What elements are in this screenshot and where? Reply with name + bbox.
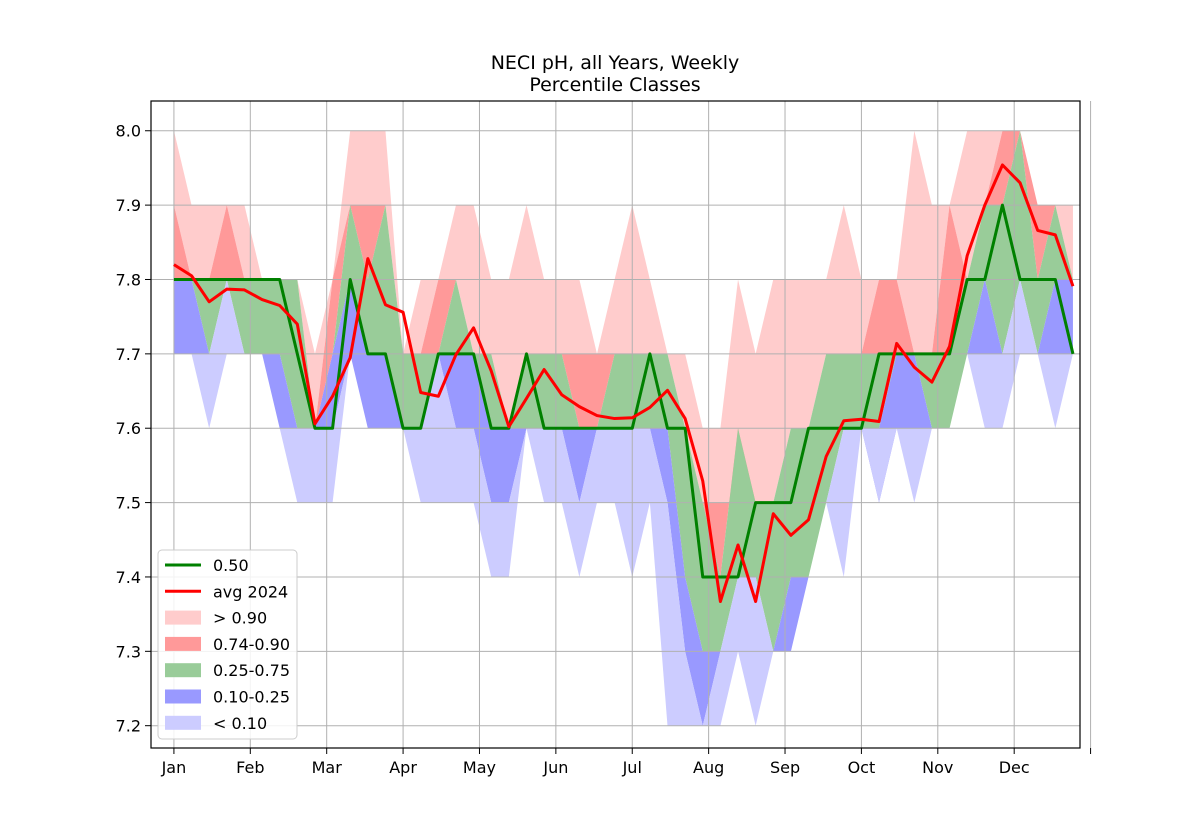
legend-swatch-patch: [165, 610, 201, 625]
legend-entry-band-10-25: 0.10-0.25: [165, 688, 290, 707]
x-tick-label: Aug: [693, 758, 724, 777]
x-tick-label: Jul: [622, 758, 642, 777]
x-tick-label: May: [463, 758, 496, 777]
legend-entry-band-74-90: 0.74-0.90: [165, 635, 290, 654]
band-above-90: [173, 130, 1073, 503]
legend-swatch-patch: [165, 663, 201, 678]
x-tick-label: Sep: [770, 758, 800, 777]
axes-frame: [150, 100, 1081, 749]
legend-entry-median: 0.50: [165, 556, 249, 575]
y-tick-label: 7.2: [116, 717, 141, 736]
legend-entry-band-25-75: 0.25-0.75: [165, 661, 290, 680]
band-25-75: [173, 130, 1073, 652]
legend-entry-band-below-10: < 0.10: [165, 714, 267, 733]
chart-title: NECI pH, all Years, Weekly: [491, 52, 740, 74]
legend-entry-avg-2024: avg 2024: [165, 582, 288, 601]
avg-2024-line: [173, 163, 1075, 603]
legend: 0.50 avg 2024 > 0.90 0.74-0.90 0.25-0.75 0.10…: [157, 549, 298, 740]
y-tick-label: 7.4: [116, 568, 141, 587]
legend-swatch-patch: [165, 689, 201, 704]
legend-label: 0.74-0.90: [213, 635, 290, 654]
y-tick-label: 7.6: [116, 419, 141, 438]
legend-label: 0.10-0.25: [213, 688, 290, 707]
axes: [150, 100, 1081, 749]
legend-label: > 0.90: [213, 609, 267, 628]
legend-swatch-patch: [165, 715, 201, 730]
x-tick-label: Apr: [389, 758, 417, 777]
y-tick-label: 7.3: [116, 642, 141, 661]
legend-swatch-patch: [165, 636, 201, 651]
legend-label: 0.25-0.75: [213, 661, 290, 680]
x-tick-label: Feb: [236, 758, 264, 777]
x-tick-label: Jun: [542, 758, 568, 777]
x-tick-label: Dec: [999, 758, 1030, 777]
median-line: [173, 203, 1075, 579]
legend-label: < 0.10: [213, 714, 267, 733]
chart-subtitle: Percentile Classes: [529, 74, 700, 96]
series-lines: [173, 163, 1075, 603]
tick-labels: Jan Feb Mar Apr May Jun Jul Aug Sep Oct Nov Dec 7.2 7…: [116, 122, 1092, 777]
legend-label: avg 2024: [213, 582, 288, 601]
y-tick-label: 7.8: [116, 270, 141, 289]
y-tick-label: 7.5: [116, 494, 141, 513]
y-tick-label: 7.9: [116, 196, 141, 215]
y-tick-label: 7.7: [116, 345, 141, 364]
y-tick-label: 8.0: [116, 122, 141, 141]
x-tick-label: Nov: [922, 758, 953, 777]
band-10-25: [173, 279, 1073, 726]
x-tick-label: Mar: [312, 758, 343, 777]
x-tick-label: Jan: [161, 758, 187, 777]
x-tick-label: Oct: [848, 758, 876, 777]
legend-label: 0.50: [213, 556, 249, 575]
legend-entry-band-above-90: > 0.90: [165, 609, 267, 628]
